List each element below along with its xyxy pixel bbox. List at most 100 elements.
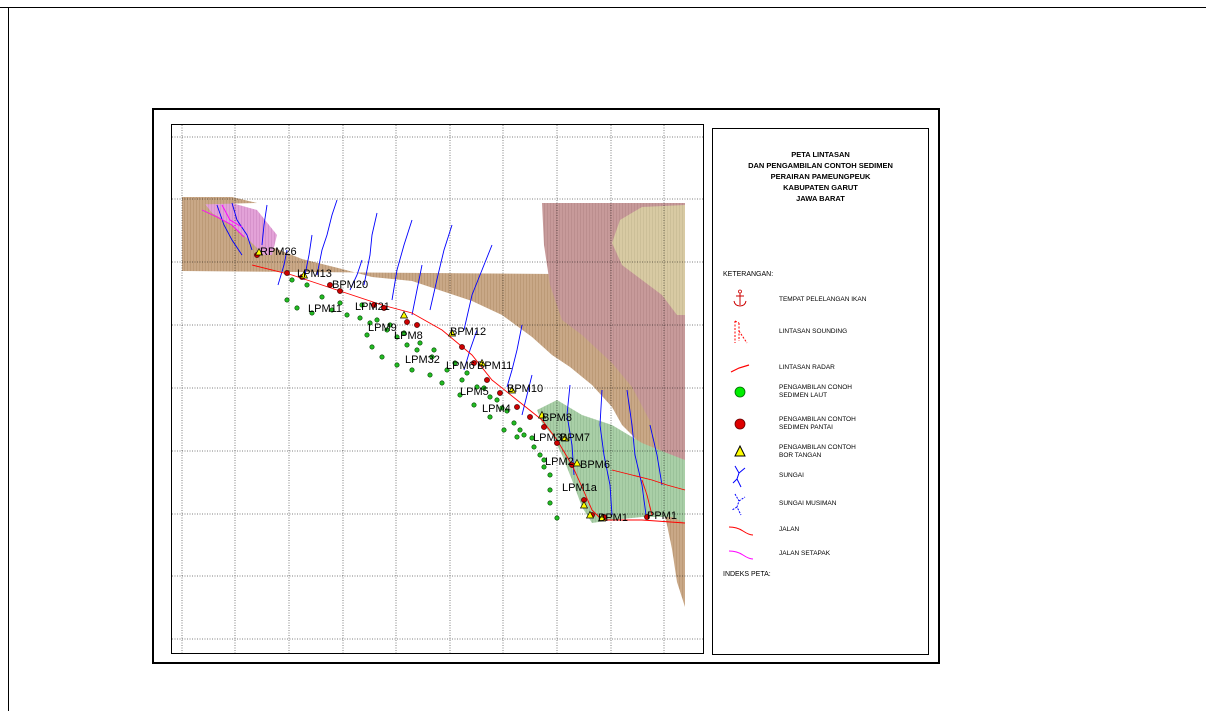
title-line-4: KABUPATEN GARUT bbox=[783, 183, 858, 192]
map-label: LPM6 bbox=[446, 360, 475, 372]
sea-sample-point bbox=[329, 307, 335, 313]
sea-sample-point bbox=[501, 427, 507, 433]
beach-sample-point bbox=[484, 377, 490, 383]
sea-sample-point bbox=[452, 360, 458, 366]
sea-sample-point bbox=[387, 322, 393, 328]
legend-label: PENGAMBILAN CONTOH BOR TANGAN bbox=[779, 444, 856, 459]
sea-sample-point bbox=[444, 367, 450, 373]
map-frame[interactable]: RPM26 LPM13 BPM20 LPM11 LPM21 LPM9 LPM8 BPM12 LP… bbox=[171, 124, 704, 654]
radar-track-icon bbox=[730, 364, 750, 373]
legend-item-radar: LINTASAN RADAR bbox=[713, 355, 930, 381]
sea-sample-point bbox=[547, 500, 553, 506]
map-sheet bbox=[152, 108, 940, 664]
sea-sample-point bbox=[417, 340, 423, 346]
sea-sample-point bbox=[517, 427, 523, 433]
sea-sample-point bbox=[284, 297, 290, 303]
red-circle-icon bbox=[734, 418, 746, 430]
legend-item-anchor: TEMPAT PELELANGAN IKAN bbox=[713, 287, 930, 313]
footpaths bbox=[201, 204, 245, 238]
map-label: BPM7 bbox=[560, 432, 590, 444]
map-label: BPM6 bbox=[580, 459, 610, 471]
legend-item-road: JALAN bbox=[713, 517, 930, 543]
map-label: BPM8 bbox=[542, 412, 572, 424]
sea-sample-point bbox=[459, 377, 465, 383]
map-label: LPM9 bbox=[368, 322, 397, 334]
land-pink-area bbox=[202, 200, 277, 255]
sea-sample-point bbox=[541, 457, 547, 463]
sea-sample-point bbox=[499, 405, 505, 411]
beach-sample-point bbox=[371, 302, 377, 308]
bore-sample-point bbox=[477, 358, 487, 367]
sea-sample-point bbox=[481, 385, 487, 391]
bore-sample-point bbox=[447, 328, 457, 337]
land-beige-area bbox=[612, 205, 685, 315]
sea-sample-point bbox=[294, 305, 300, 311]
map-label: BPM20 bbox=[332, 279, 368, 291]
sounding-track-icon bbox=[734, 320, 748, 344]
seasonal-river-icon bbox=[731, 493, 746, 516]
legend-item-river: SUNGAI bbox=[713, 463, 930, 489]
bore-sample-point bbox=[572, 458, 582, 467]
map-label: BPM11 bbox=[477, 360, 512, 372]
title-line-5: JAWA BARAT bbox=[796, 194, 845, 203]
map-label: RPM26 bbox=[260, 246, 297, 258]
river-icon bbox=[732, 465, 746, 488]
sea-sample-point bbox=[547, 472, 553, 478]
sea-sample-point bbox=[427, 372, 433, 378]
map-label: BPM1 bbox=[598, 512, 628, 524]
road-icon bbox=[728, 526, 754, 536]
legend-label: SUNGAI bbox=[779, 472, 804, 479]
beach-sample-point bbox=[554, 440, 560, 446]
beach-sample-point bbox=[527, 414, 533, 420]
sea-sample-point bbox=[511, 420, 517, 426]
sea-sample-point bbox=[457, 392, 463, 398]
map-label: LPM2 bbox=[545, 456, 574, 468]
bore-sample-point bbox=[399, 310, 409, 319]
map-label: LPM8 bbox=[394, 330, 423, 342]
sea-sample-point bbox=[439, 380, 445, 386]
sea-sample-point bbox=[344, 312, 350, 318]
sea-sample-point bbox=[514, 434, 520, 440]
sea-sample-point bbox=[541, 464, 547, 470]
beach-sample-point bbox=[381, 305, 387, 311]
sea-sample-point bbox=[529, 435, 535, 441]
sea-sample-point bbox=[531, 444, 537, 450]
sea-sample-point bbox=[309, 310, 315, 316]
map-label: LPM21 bbox=[355, 301, 390, 313]
legend-item-seasonal-river: SUNGAI MUSIMAN bbox=[713, 491, 930, 517]
map-label: LPM13 bbox=[297, 268, 332, 280]
beach-sample-point bbox=[404, 319, 410, 325]
sea-sample-point bbox=[554, 515, 560, 521]
legend-item-sea-sample: PENGAMBILAN CONOH SEDIMEN LAUT bbox=[713, 379, 930, 405]
bore-sample-point bbox=[254, 247, 264, 256]
sea-sample-point bbox=[537, 452, 543, 458]
sea-sample-point bbox=[547, 487, 553, 493]
legend-label: PENGAMBILAN CONOH SEDIMEN LAUT bbox=[779, 384, 852, 399]
legend-label: JALAN SETAPAK bbox=[779, 550, 831, 557]
sea-sample-point bbox=[394, 362, 400, 368]
sea-sample-point bbox=[464, 370, 470, 376]
map-label: LPM1a bbox=[562, 482, 598, 494]
sea-sample-point bbox=[384, 327, 390, 333]
title-line-2: DAN PENGAMBILAN CONTOH SEDIMEN bbox=[748, 161, 893, 170]
legend-label: SUNGAI MUSIMAN bbox=[779, 500, 837, 507]
legend-item-beach-sample: PENGAMBILAN CONTOH SEDIMEN PANTAI bbox=[713, 411, 930, 437]
map-label: LPM32 bbox=[405, 354, 440, 366]
legend-keterangan: KETERANGAN: bbox=[723, 271, 774, 278]
map-label: LPM4 bbox=[482, 403, 511, 415]
hand-bore-samples bbox=[254, 247, 607, 522]
legend-title: PETA LINTASAN DAN PENGAMBILAN CONTOH SED… bbox=[713, 149, 928, 204]
yellow-triangle-icon bbox=[734, 444, 746, 457]
anchor-icon bbox=[733, 289, 747, 307]
land-top-strip bbox=[182, 197, 257, 205]
bore-sample-point bbox=[560, 433, 570, 442]
bore-sample-point bbox=[597, 513, 607, 522]
sea-sample-point bbox=[304, 282, 310, 288]
green-circle-icon bbox=[734, 386, 746, 398]
page-left-border bbox=[8, 7, 9, 711]
legend-panel: PETA LINTASAN DAN PENGAMBILAN CONTOH SED… bbox=[712, 128, 929, 655]
sea-sample-point bbox=[431, 347, 437, 353]
sea-sample-point bbox=[471, 402, 477, 408]
sea-sample-point bbox=[521, 432, 527, 438]
